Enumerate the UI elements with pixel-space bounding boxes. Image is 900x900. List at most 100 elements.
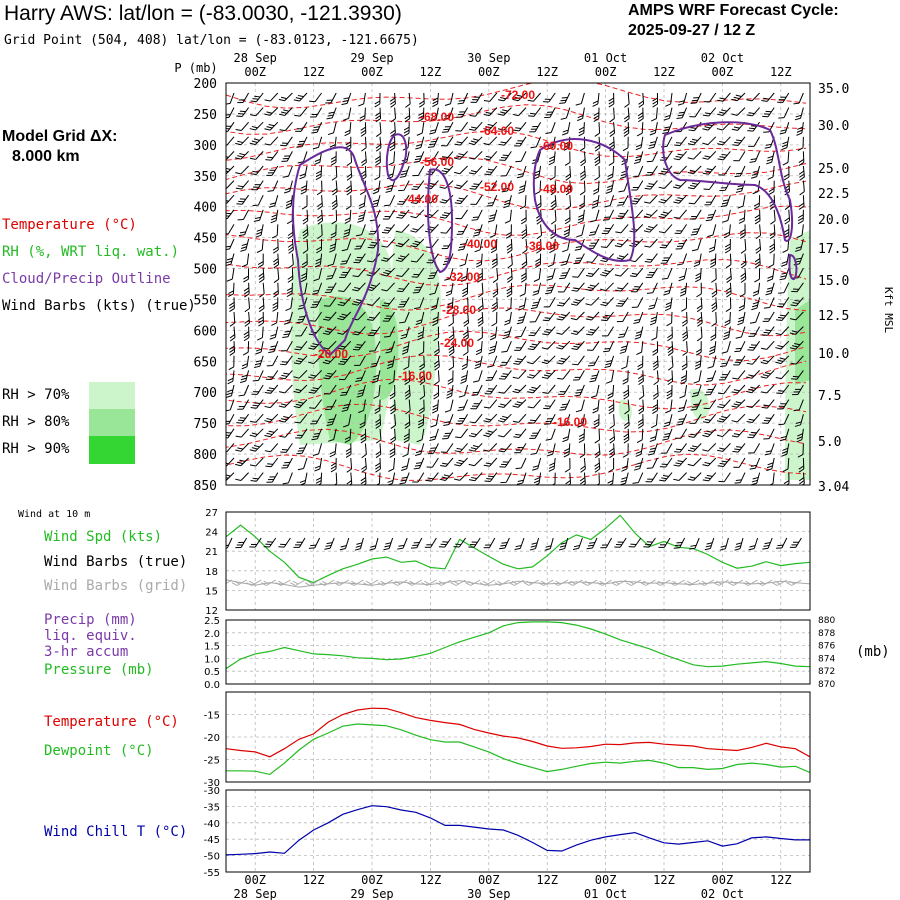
wind-barb [343,107,352,121]
wind-barb [594,443,601,459]
height-tick-label: 20.0 [818,213,849,228]
wind-barb [541,355,556,365]
wind-barb [532,282,542,296]
isotherm-label: -44.00 [404,192,438,206]
wind-barb [549,165,556,181]
wind-barb [563,443,571,458]
wind-barb [501,341,512,353]
wind-barb [663,282,673,296]
wind-barb [761,326,775,336]
wind-barb [418,107,425,122]
wind-barb [663,107,673,121]
wind-barb [619,341,629,354]
wind-barb [748,326,761,337]
wind-barb [608,399,615,415]
wind-barb [293,355,308,365]
wind-barb [242,341,250,356]
wind-barb [316,238,323,254]
wind-barb [499,355,512,366]
precip-tick-label: 0.0 [204,680,220,691]
true-wind-barb [658,537,671,548]
wind-barb [676,107,688,120]
wind-barb [327,253,337,267]
wind-barbs-grid-label: Wind Barbs (grid) [44,578,188,594]
wind-barb [693,253,702,267]
wind-barb [519,195,527,210]
grid-wind-barb [728,579,744,586]
top-hour-label: 12Z [303,65,325,79]
wind-barb [746,399,760,408]
wind-barb [326,268,337,280]
true-wind-barb [278,537,291,548]
wind-barb [578,195,585,210]
wind-barb [648,297,658,310]
wind-barb [702,151,717,160]
wind-barb [623,107,630,123]
wind-barb [556,311,571,321]
wind-barb [270,209,279,224]
wind-barb [585,297,600,306]
wind-barb [250,165,264,176]
wind-barb [492,282,499,298]
wind-chill-label: Wind Chill T (°C) [44,824,188,840]
wind-barb [687,443,702,452]
wind-barb [716,121,731,131]
wind-barb [658,180,673,189]
wind-barb [601,224,615,235]
height-axis-title: Kft MSL [882,287,895,334]
bottom-hour-label: 12Z [653,873,675,887]
wind-barb [381,267,395,277]
wind-barb [658,209,673,219]
wind-barb [790,297,804,307]
wind-barb [395,224,410,233]
wind-barb [361,151,367,167]
wind-barb [243,282,250,298]
wind-barb [432,92,439,108]
wind-barb [594,165,600,181]
wind-barb [469,413,483,424]
pressure-tick-label: 500 [194,263,217,278]
wind-barb [687,136,702,146]
wind-barb [734,165,746,178]
wind-barb [558,384,571,395]
wind-barb [283,311,293,325]
wind-barb [497,121,512,131]
wind-barb [328,428,337,442]
wind-barb [281,151,293,162]
wind-speed-label: Wind Spd (kts) [44,529,163,545]
wind-barb [395,253,410,262]
wind-barb [579,180,586,196]
wind-barb [548,151,556,166]
wind-barb [637,370,644,386]
panel-plot-3 [226,692,810,782]
wind-barb [738,297,746,312]
wind-barb [632,472,644,484]
wind-barb [690,224,702,236]
wind-barb [711,282,718,298]
wind-barb [781,136,790,151]
bottom-date-label: 01 Oct [584,887,627,900]
wind-barb [264,92,279,102]
pressure-tick-label: 350 [194,170,217,185]
wind-barb [775,340,790,350]
wind-barb [565,180,572,196]
wind-barb [767,472,775,485]
windchill-panel-frame [225,789,811,873]
wind-barb [294,107,308,117]
wind-barb [649,122,658,136]
wind-barb [312,282,323,295]
page-title: Harry AWS: lat/lon = (-83.0030, -121.393… [4,2,402,25]
wind-barb [434,370,440,386]
wind-barb [677,253,688,266]
height-tick-label: 7.5 [818,389,841,404]
wind-barb [444,268,454,281]
legend-wind-barbs: Wind Barbs (kts) (true) [2,298,196,314]
wind-barb [477,282,484,298]
wind-barb [768,253,775,268]
wind-barb [470,399,483,410]
wind-barb [514,340,527,351]
top-hour-label: 00Z [244,65,266,79]
true-wind-barb [339,537,350,551]
grid-wind-barb [348,579,364,586]
wind-barb [395,238,410,248]
